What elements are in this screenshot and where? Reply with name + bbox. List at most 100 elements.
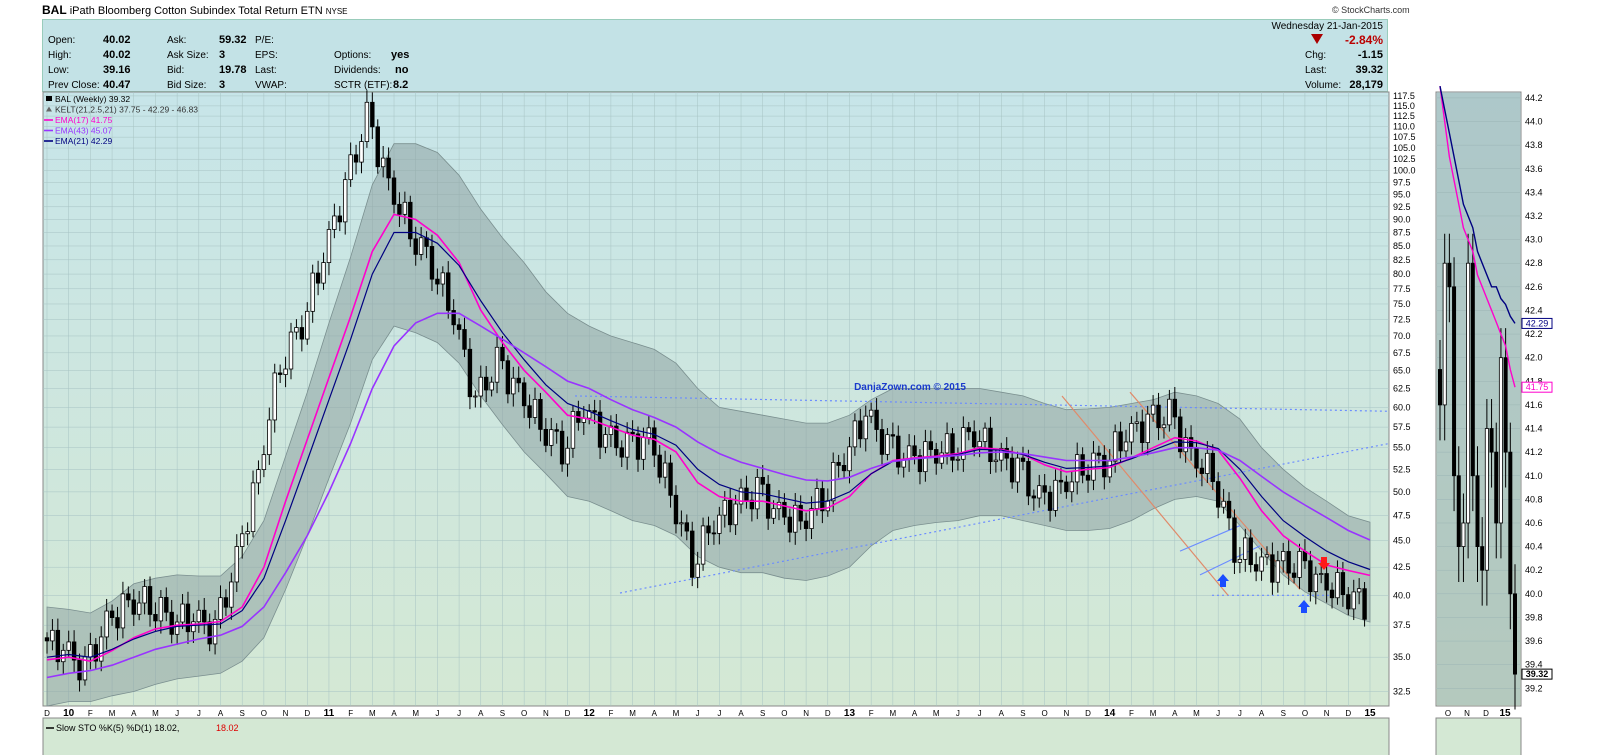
brand-link[interactable]: © StockCharts.com <box>1332 5 1410 15</box>
candle-body <box>543 428 549 446</box>
candle-body <box>727 499 733 526</box>
candle-body <box>1270 554 1275 583</box>
zoom-x-tick-label: D <box>1483 709 1489 718</box>
candle-body <box>1037 485 1042 499</box>
legend-entry: BAL (Weekly) 39.32 <box>55 94 130 104</box>
pe-label: P/E: <box>255 35 274 46</box>
candle-body <box>527 405 532 418</box>
candle-body <box>814 488 820 509</box>
zoom-candle-body <box>1475 475 1480 547</box>
x-tick-label: D <box>1085 709 1091 718</box>
y-tick-label: 35.0 <box>1393 652 1411 662</box>
up-arrow-icon <box>1217 574 1229 587</box>
candle-body <box>1264 554 1270 558</box>
y-tick-label: 62.5 <box>1393 383 1411 393</box>
indicator-label: Slow STO %K(5) %D(1) 18.02, <box>56 723 179 733</box>
candle-body <box>245 531 250 535</box>
candle-body <box>1329 589 1335 599</box>
y-tick-label: 60.0 <box>1393 402 1411 412</box>
candle-body <box>1107 460 1112 478</box>
candle-body <box>1026 461 1031 497</box>
y-tick-label: 57.5 <box>1393 422 1411 432</box>
sctr-value: 8.2 <box>393 79 409 91</box>
sctr-label: SCTR (ETF): <box>334 80 393 91</box>
candle-body <box>1080 454 1085 476</box>
candle-body <box>890 434 896 437</box>
ema-line <box>46 231 1371 658</box>
security-name: iPath Bloomberg Cotton Subindex Total Re… <box>69 5 323 17</box>
y-tick-label: 107.5 <box>1393 132 1416 142</box>
candle-body <box>1140 421 1145 443</box>
candle-body <box>1069 481 1074 493</box>
candle-body <box>1156 404 1161 429</box>
candle-body <box>380 157 386 168</box>
candle-body <box>500 346 505 362</box>
x-tick-label: M <box>933 709 940 718</box>
volume-label: Volume: <box>1305 80 1342 91</box>
candle-body <box>955 458 961 461</box>
candle-body <box>1237 558 1243 563</box>
y-tick-label: 95.0 <box>1393 189 1411 199</box>
candle-body <box>1064 481 1069 493</box>
candle-body <box>250 482 256 533</box>
bid-size-value: 3 <box>219 79 226 91</box>
candle-body <box>478 376 483 397</box>
x-tick-label: M <box>109 709 116 718</box>
zoom-y-tick-label: 43.8 <box>1525 140 1543 150</box>
x-tick-label: F <box>869 709 874 718</box>
legend-entry: EMA(21) 42.29 <box>55 136 112 146</box>
x-tick-label: S <box>240 709 245 718</box>
candle-body <box>451 310 456 326</box>
candle-body <box>1058 479 1064 483</box>
zoom-candle-body <box>1452 286 1457 477</box>
zoom-y-tick-label: 42.4 <box>1525 305 1543 315</box>
high-label: High: <box>48 50 72 61</box>
zoom-y-tick-label: 42.0 <box>1525 353 1543 363</box>
bid-size-label: Bid Size: <box>167 80 207 91</box>
candle-body <box>1161 424 1167 429</box>
low-label: Low: <box>48 65 70 76</box>
x-tick-label: 13 <box>844 708 856 719</box>
candle-body <box>359 141 364 163</box>
ema-line <box>46 312 1371 679</box>
candle-body <box>603 434 608 448</box>
x-tick-label: O <box>521 709 527 718</box>
candle-body <box>635 433 641 460</box>
x-tick-label: O <box>261 709 267 718</box>
candle-body <box>1004 448 1009 459</box>
candle-body <box>261 454 267 471</box>
candle-body <box>885 434 890 455</box>
candle-body <box>1324 573 1329 591</box>
last-price-value: 39.32 <box>1355 64 1383 76</box>
candle-body <box>126 593 131 601</box>
y-tick-label: 75.0 <box>1393 299 1411 309</box>
y-tick-label: 72.5 <box>1393 315 1411 325</box>
candle-body <box>977 441 982 448</box>
candle-body <box>559 430 565 465</box>
y-tick-label: 97.5 <box>1393 177 1411 187</box>
ask-label: Ask: <box>167 35 187 46</box>
candle-body <box>993 459 999 462</box>
candle-body <box>874 409 879 430</box>
candle-body <box>771 508 776 519</box>
candle-body <box>738 487 744 505</box>
zoom-candle-body <box>1447 262 1452 288</box>
y-tick-label: 115.0 <box>1393 101 1415 111</box>
candle-body <box>272 372 277 421</box>
zoom-candle-body <box>1470 262 1475 477</box>
zoom-candle-body <box>1484 428 1489 571</box>
x-tick-label: M <box>673 709 680 718</box>
x-tick-label: J <box>197 709 201 718</box>
candle-body <box>429 246 435 280</box>
keltner-channel <box>46 143 1371 707</box>
zoom-y-tick-label: 44.2 <box>1525 93 1543 103</box>
change-percent: -2.84% <box>1344 33 1383 47</box>
candle-body <box>305 310 310 340</box>
candle-body <box>164 597 169 613</box>
candle-body <box>749 499 755 510</box>
x-tick-label: F <box>608 709 613 718</box>
price-candles <box>44 90 1367 692</box>
y-tick-label: 50.0 <box>1393 487 1411 497</box>
